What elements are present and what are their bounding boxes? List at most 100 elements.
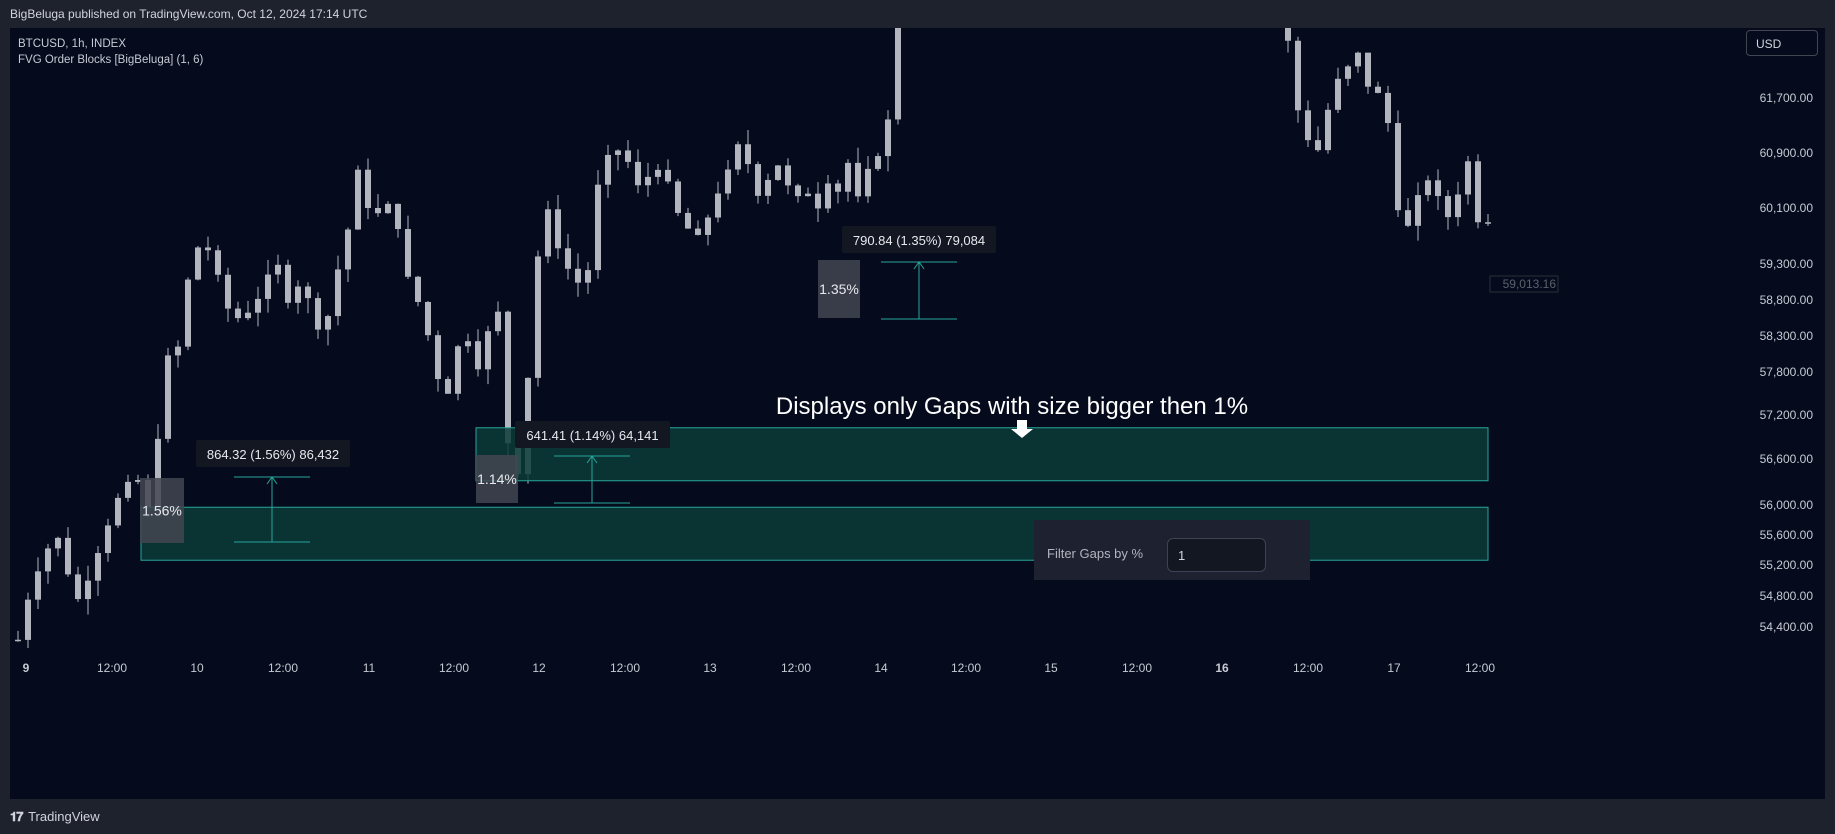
candle xyxy=(245,300,251,321)
price-tick-label: 54,400.00 xyxy=(1760,620,1814,634)
candle xyxy=(355,165,361,230)
tradingview-logo-icon: 𝟏𝟕 xyxy=(10,809,24,824)
candle xyxy=(215,245,221,282)
indicator-label: FVG Order Blocks [BigBeluga] (1, 6) xyxy=(18,54,204,66)
candle xyxy=(795,183,801,203)
candle xyxy=(75,566,81,602)
candle xyxy=(825,174,831,213)
candle xyxy=(665,159,671,184)
candle xyxy=(345,227,351,283)
candle xyxy=(845,159,851,202)
time-tick-label: 14 xyxy=(874,661,888,675)
candle xyxy=(135,474,141,485)
measure-2-arrow xyxy=(586,455,598,464)
candle xyxy=(815,182,821,222)
last-price-box xyxy=(1489,275,1559,293)
candle xyxy=(685,207,691,229)
candle xyxy=(835,179,841,204)
time-tick-label: 11 xyxy=(363,661,376,675)
chart-frame[interactable]: 1.56% 1.14% 1.35% 864.32 (1.56%) 86,432 641.… xyxy=(10,0,1825,799)
symbol-label: BTCUSD, 1h, INDEX xyxy=(18,38,126,50)
last-price-label: 59,013.16 xyxy=(1503,277,1557,291)
gap-2-box xyxy=(476,455,518,503)
candle xyxy=(455,344,461,401)
candle xyxy=(675,178,681,217)
candle xyxy=(235,301,241,323)
candle xyxy=(545,200,551,264)
candle xyxy=(165,347,171,443)
candle xyxy=(715,181,721,223)
candle xyxy=(855,147,861,203)
candle xyxy=(435,330,441,392)
footer: 𝟏𝟕 TradingView xyxy=(0,799,1835,834)
price-tick-label: 61,700.00 xyxy=(1760,91,1814,105)
candle xyxy=(875,152,881,172)
candle xyxy=(755,161,761,204)
candle xyxy=(1345,64,1351,87)
candle xyxy=(1325,103,1331,154)
candle xyxy=(295,280,301,314)
candle xyxy=(1455,181,1461,227)
measure-3-info-text: 790.84 (1.35%) 79,084 xyxy=(853,233,985,248)
price-tick-label: 56,600.00 xyxy=(1760,452,1814,466)
candle xyxy=(65,527,71,577)
candle xyxy=(1445,189,1451,230)
candle xyxy=(95,545,101,596)
candle xyxy=(1485,213,1491,227)
price-tick-label: 54,800.00 xyxy=(1760,589,1814,603)
candle xyxy=(105,518,111,562)
annotation-text: Displays only Gaps with size bigger then… xyxy=(776,393,1248,420)
candle xyxy=(655,164,661,185)
candle xyxy=(185,277,191,351)
candle xyxy=(325,314,331,346)
candle xyxy=(265,259,271,313)
candle xyxy=(745,130,751,174)
gap-3-box xyxy=(818,260,860,318)
candle xyxy=(465,333,471,353)
candle xyxy=(1465,155,1471,205)
candle xyxy=(1385,85,1391,132)
candle xyxy=(1405,198,1411,228)
gap-1-box xyxy=(140,478,184,543)
candle xyxy=(315,292,321,339)
down-arrow-icon xyxy=(1011,420,1033,438)
tradingview-logo[interactable]: 𝟏𝟕 TradingView xyxy=(10,809,100,825)
filter-gaps-input[interactable] xyxy=(1167,538,1266,572)
candle xyxy=(1375,81,1381,94)
filter-label: Filter Gaps by % xyxy=(1047,546,1144,561)
time-tick-label: 17 xyxy=(1387,661,1401,675)
candle xyxy=(785,158,791,195)
currency-button[interactable]: USD xyxy=(1746,30,1818,56)
measure-2-info-text: 641.41 (1.14%) 64,141 xyxy=(526,428,658,443)
candle xyxy=(635,149,641,194)
candle xyxy=(225,267,231,322)
candle xyxy=(595,170,601,279)
candle xyxy=(125,474,131,502)
candle xyxy=(35,557,41,610)
price-tick-label: 57,800.00 xyxy=(1760,365,1814,379)
candle xyxy=(365,158,371,220)
candle xyxy=(1425,175,1431,202)
time-tick-label: 15 xyxy=(1044,661,1058,675)
time-tick-label: 9 xyxy=(23,661,30,675)
time-tick-label: 12:00 xyxy=(610,661,640,675)
measure-2-info-box xyxy=(515,421,670,448)
price-tick-label: 59,300.00 xyxy=(1760,257,1814,271)
candle xyxy=(765,173,771,204)
candle xyxy=(175,340,181,368)
candle xyxy=(895,0,901,125)
fvg-zones-layer: 1.56% 1.14% 1.35% 864.32 (1.56%) 86,432 641.… xyxy=(140,226,1489,561)
time-tick-label: 12:00 xyxy=(439,661,469,675)
published-text: BigBeluga published on TradingView.com, … xyxy=(10,7,368,21)
measure-3-info-box xyxy=(842,226,996,253)
candle xyxy=(605,144,611,198)
candle xyxy=(85,565,91,615)
candle xyxy=(1475,154,1481,229)
price-tick-label: 56,000.00 xyxy=(1760,498,1814,512)
price-tick-label: 55,200.00 xyxy=(1760,558,1814,572)
time-tick-label: 12:00 xyxy=(1122,661,1152,675)
candle xyxy=(695,220,701,236)
price-chart[interactable]: 1.56% 1.14% 1.35% 864.32 (1.56%) 86,432 641.… xyxy=(10,0,1825,799)
candle xyxy=(375,194,381,217)
candle xyxy=(385,201,391,214)
